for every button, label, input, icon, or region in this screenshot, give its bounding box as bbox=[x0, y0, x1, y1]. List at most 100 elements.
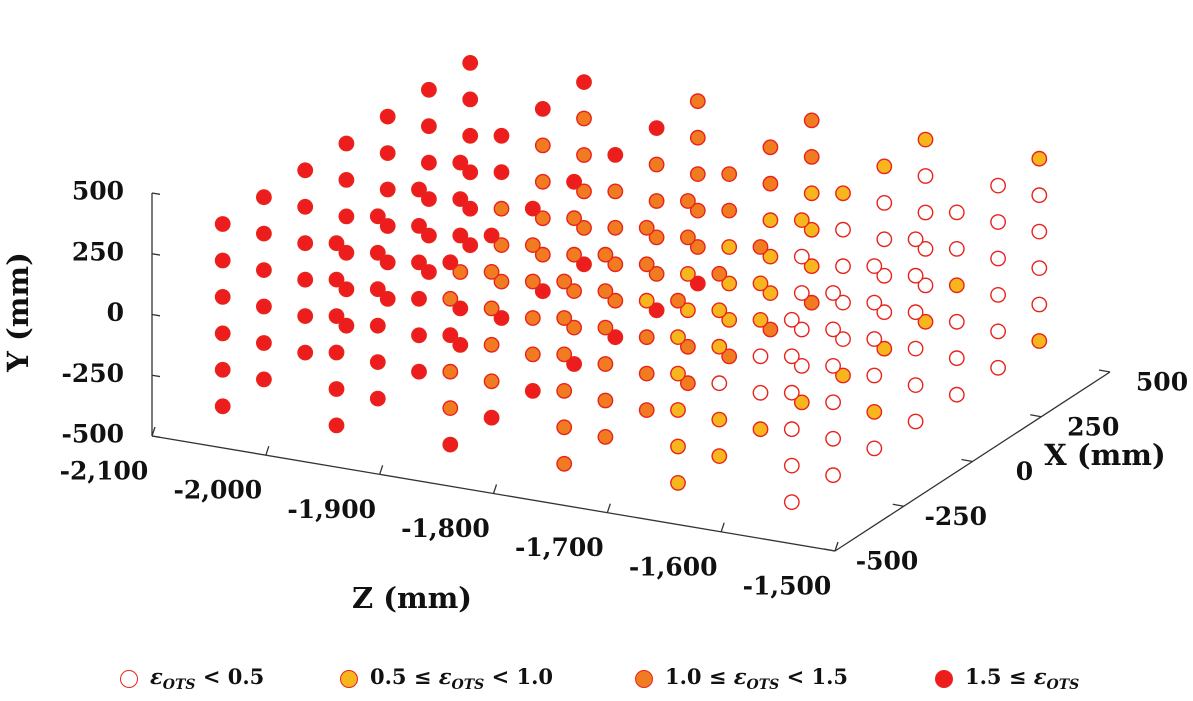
data-point-10to15 bbox=[556, 419, 573, 436]
y-tick-label: -500 bbox=[61, 420, 124, 449]
data-point-lt05 bbox=[866, 331, 883, 347]
data-point-ge15 bbox=[483, 409, 500, 426]
data-point-ge15 bbox=[648, 302, 665, 319]
data-point-05to10 bbox=[1031, 150, 1048, 167]
data-point-ge15 bbox=[493, 164, 510, 181]
data-point-10to15 bbox=[711, 265, 728, 282]
data-point-10to15 bbox=[566, 283, 582, 299]
z-axis-label: Z (mm) bbox=[352, 581, 472, 615]
data-point-ge15 bbox=[442, 327, 459, 344]
data-point-05to10 bbox=[793, 212, 810, 229]
data-point-ge15 bbox=[297, 308, 314, 324]
data-point-10to15 bbox=[638, 329, 655, 346]
data-point-10to15 bbox=[689, 93, 706, 110]
data-point-10to15 bbox=[762, 139, 779, 156]
data-point-lt05 bbox=[876, 194, 893, 211]
data-point-lt05 bbox=[783, 457, 800, 474]
data-point-lt05 bbox=[907, 304, 924, 321]
x-tick-mark bbox=[1030, 414, 1042, 418]
data-point-lt05 bbox=[825, 285, 841, 301]
data-point-10to15 bbox=[721, 348, 738, 365]
data-point-lt05 bbox=[907, 267, 924, 284]
data-point-lt05 bbox=[866, 294, 883, 311]
data-point-ge15 bbox=[328, 417, 345, 434]
axes bbox=[151, 192, 1111, 552]
data-point-ge15 bbox=[297, 198, 314, 215]
data-point-05to10 bbox=[670, 365, 686, 382]
data-point-05to10 bbox=[1031, 333, 1048, 349]
x-tick-mark bbox=[1098, 369, 1111, 373]
legend-label-prefix: 0.5 ≤ bbox=[370, 664, 439, 689]
data-point-ge15 bbox=[462, 91, 479, 108]
x-tick-mark bbox=[961, 458, 973, 463]
data-point-lt05 bbox=[1031, 187, 1048, 204]
data-point-05to10 bbox=[876, 340, 893, 357]
z-tick-label: -2,100 bbox=[60, 457, 149, 486]
data-point-lt05 bbox=[948, 386, 965, 403]
data-point-10to15 bbox=[597, 246, 614, 263]
data-points bbox=[214, 55, 1048, 510]
data-point-lt05 bbox=[825, 357, 841, 374]
data-point-lt05 bbox=[907, 231, 924, 248]
data-point-lt05 bbox=[793, 321, 810, 338]
data-point-10to15 bbox=[638, 219, 655, 236]
data-point-10to15 bbox=[556, 382, 573, 399]
data-point-10to15 bbox=[534, 173, 551, 190]
data-point-lt05 bbox=[917, 168, 934, 184]
data-point-10to15 bbox=[597, 356, 614, 372]
data-point-lt05 bbox=[990, 286, 1006, 303]
data-point-lt05 bbox=[948, 204, 965, 221]
data-point-ge15 bbox=[328, 381, 345, 397]
data-point-lt05 bbox=[835, 331, 851, 347]
legend-label-prefix: 1.0 ≤ bbox=[665, 664, 734, 689]
data-point-ge15 bbox=[411, 254, 427, 271]
data-point-10to15 bbox=[607, 183, 624, 200]
data-point-10to15 bbox=[680, 338, 696, 355]
legend-marker bbox=[120, 669, 138, 688]
data-point-10to15 bbox=[524, 346, 541, 363]
y-tick-label: 0 bbox=[107, 298, 124, 327]
data-point-05to10 bbox=[670, 474, 686, 491]
data-point-lt05 bbox=[825, 430, 841, 447]
legend-label: 1.5 ≤ εOTS bbox=[965, 664, 1079, 693]
data-point-05to10 bbox=[917, 131, 934, 148]
z-tick-label: -1,600 bbox=[629, 552, 718, 581]
data-point-ge15 bbox=[462, 200, 479, 217]
data-point-10to15 bbox=[524, 273, 541, 290]
data-point-ge15 bbox=[420, 227, 437, 244]
data-point-ge15 bbox=[328, 271, 345, 288]
z-tick-label: -2,000 bbox=[173, 476, 262, 505]
data-point-05to10 bbox=[803, 258, 820, 275]
data-point-lt05 bbox=[948, 240, 965, 257]
data-point-05to10 bbox=[711, 338, 728, 355]
scatter-3d-plot: 5002500-250-500-2,100-2,000-1,900-1,800-… bbox=[1, 55, 1188, 615]
z-tick-label: -1,800 bbox=[401, 514, 490, 543]
data-point-ge15 bbox=[379, 108, 396, 125]
data-point-10to15 bbox=[607, 292, 624, 309]
legend-label-symbol: ε bbox=[733, 664, 747, 689]
legend-label-symbol: ε bbox=[150, 664, 163, 689]
data-point-ge15 bbox=[452, 300, 469, 317]
legend-marker bbox=[935, 669, 953, 688]
data-point-ge15 bbox=[369, 390, 386, 407]
data-point-10to15 bbox=[752, 239, 769, 255]
z-tick-mark bbox=[151, 426, 156, 437]
data-point-10to15 bbox=[648, 265, 665, 282]
data-point-ge15 bbox=[255, 335, 272, 351]
data-point-ge15 bbox=[462, 164, 479, 181]
data-point-05to10 bbox=[721, 311, 738, 328]
data-point-10to15 bbox=[721, 202, 738, 219]
data-point-10to15 bbox=[680, 193, 696, 209]
x-tick-mark bbox=[892, 503, 904, 507]
data-point-lt05 bbox=[793, 357, 810, 374]
data-point-ge15 bbox=[338, 281, 355, 298]
x-tick-label: -500 bbox=[856, 547, 919, 576]
legend-label-suffix: < 0.5 bbox=[195, 664, 265, 689]
data-point-ge15 bbox=[255, 189, 272, 206]
data-point-10to15 bbox=[566, 210, 582, 227]
legend-label-subscript: OTS bbox=[746, 677, 780, 694]
data-point-ge15 bbox=[411, 290, 427, 307]
data-point-lt05 bbox=[990, 214, 1006, 230]
data-point-10to15 bbox=[442, 363, 459, 380]
data-point-ge15 bbox=[420, 81, 437, 98]
